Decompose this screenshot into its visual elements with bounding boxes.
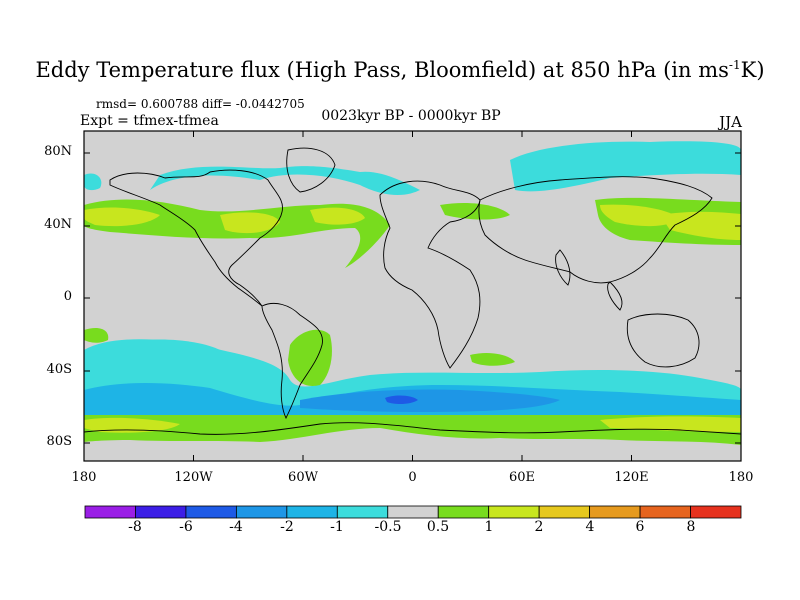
lon-tick-label: 0 xyxy=(408,470,417,485)
colorbar-cell xyxy=(235,505,288,519)
colorbar-cell xyxy=(690,505,742,519)
colorbar xyxy=(84,505,742,519)
colorbar-label: 1 xyxy=(484,519,494,535)
colorbar-cell xyxy=(336,505,389,519)
field-layer xyxy=(84,141,741,445)
colorbar-cell xyxy=(387,505,439,519)
colorbar-cell xyxy=(185,505,237,519)
colorbar-label: -4 xyxy=(229,519,243,535)
lat-tick-label: 80S xyxy=(46,434,72,449)
field-region-south-america-positive xyxy=(288,329,332,386)
coastlines xyxy=(84,147,741,435)
colorbar-cell xyxy=(84,505,136,519)
lon-tick-label: 180 xyxy=(728,470,754,485)
colorbar-label: 2 xyxy=(534,519,544,535)
colorbar-label: 0.5 xyxy=(426,519,450,535)
colorbar-cell xyxy=(538,505,591,519)
field-region-antarctic-positive xyxy=(84,415,741,445)
lon-tick-label: 180 xyxy=(71,470,97,485)
experiment-label: Expt = tfmex-tfmea xyxy=(80,113,219,129)
colorbar-label: -0.5 xyxy=(374,519,402,535)
lon-tick-label: 60W xyxy=(288,470,318,485)
colorbar-cell xyxy=(639,505,691,519)
period-label: 0023kyr BP - 0000kyr BP xyxy=(321,108,501,124)
colorbar-label: -2 xyxy=(280,519,294,535)
colorbar-cell xyxy=(286,505,338,519)
lat-tick-label: 0 xyxy=(63,289,72,304)
colorbar-label: -8 xyxy=(128,519,142,535)
rmsd-stats: rmsd= 0.600788 diff= -0.0442705 xyxy=(96,97,305,111)
colorbar-label: 6 xyxy=(635,519,645,535)
lat-tick-label: 40N xyxy=(44,217,72,232)
colorbar-label: 8 xyxy=(686,519,696,535)
colorbar-label: -6 xyxy=(179,519,193,535)
colorbar-label: 4 xyxy=(585,519,595,535)
lon-tick-label: 120W xyxy=(174,470,213,485)
colorbar-cell xyxy=(589,505,641,519)
lon-tick-label: 60E xyxy=(508,470,536,485)
plot-title: Eddy Temperature flux (High Pass, Bloomf… xyxy=(35,58,765,82)
field-region-north-atlantic-negative xyxy=(150,166,420,195)
lat-tick-label: 80N xyxy=(44,144,72,159)
colorbar-label: -1 xyxy=(330,519,344,535)
lat-tick-label: 40S xyxy=(46,362,72,377)
tick-marks xyxy=(83,131,742,461)
colorbar-cell xyxy=(437,505,490,519)
colorbar-cell xyxy=(488,505,540,519)
lon-tick-label: 120E xyxy=(614,470,649,485)
field-region-arctic-negative xyxy=(510,141,741,192)
season-label: JJA xyxy=(719,113,742,131)
colorbar-cell xyxy=(135,505,187,519)
